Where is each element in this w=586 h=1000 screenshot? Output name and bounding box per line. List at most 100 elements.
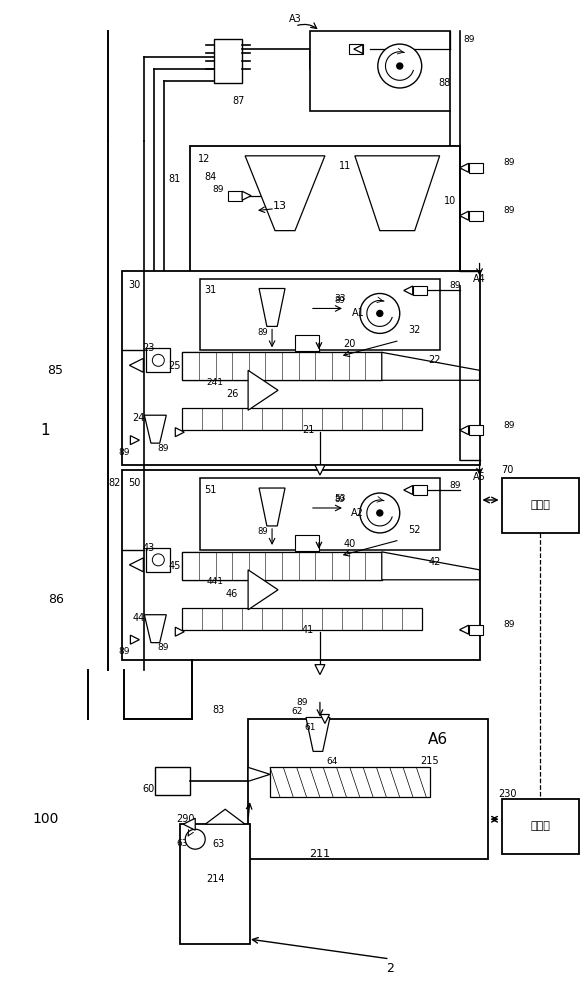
Text: 21: 21 (302, 425, 314, 435)
Polygon shape (315, 465, 325, 475)
Polygon shape (175, 627, 184, 636)
Polygon shape (404, 286, 413, 295)
Polygon shape (130, 358, 144, 372)
Bar (469, 625, 482, 635)
Text: 89: 89 (158, 444, 169, 453)
Text: 12: 12 (198, 154, 210, 164)
Polygon shape (404, 486, 413, 495)
Text: 50: 50 (128, 478, 141, 488)
Bar (155, 767, 190, 795)
Text: 61: 61 (304, 723, 316, 732)
Text: 89: 89 (450, 281, 461, 290)
Polygon shape (182, 352, 382, 380)
Text: 53: 53 (334, 494, 346, 503)
Circle shape (185, 829, 205, 849)
Polygon shape (248, 767, 270, 781)
Polygon shape (130, 558, 144, 572)
Polygon shape (131, 635, 139, 644)
Bar (146, 548, 171, 572)
Bar (248, 719, 488, 859)
Text: 30: 30 (128, 280, 141, 290)
Bar (502, 478, 580, 533)
Text: 89: 89 (258, 527, 268, 536)
Polygon shape (459, 426, 469, 435)
Text: 89: 89 (504, 620, 515, 629)
Text: 31: 31 (204, 285, 216, 295)
Bar (146, 348, 171, 372)
Polygon shape (459, 625, 469, 634)
Text: 215: 215 (420, 756, 439, 766)
Text: 制御部: 制御部 (530, 500, 550, 510)
Text: 89: 89 (504, 206, 515, 215)
Text: 85: 85 (47, 364, 63, 377)
Polygon shape (248, 570, 278, 610)
Text: 32: 32 (408, 325, 421, 335)
Bar (469, 211, 482, 221)
Text: 88: 88 (438, 78, 451, 88)
Polygon shape (182, 552, 382, 580)
Bar (469, 163, 482, 173)
Text: 89: 89 (213, 185, 224, 194)
Text: 41: 41 (302, 625, 314, 635)
Text: 89: 89 (335, 296, 345, 305)
Polygon shape (459, 211, 469, 220)
Text: 631: 631 (176, 839, 194, 848)
Text: 81: 81 (168, 174, 180, 184)
Text: A4: A4 (473, 274, 486, 284)
Text: 441: 441 (207, 577, 224, 586)
Text: 26: 26 (226, 389, 239, 399)
Circle shape (152, 354, 164, 366)
Text: 89: 89 (297, 698, 308, 707)
Text: 83: 83 (212, 705, 224, 715)
Text: 62: 62 (291, 707, 303, 716)
Bar (122, 470, 479, 660)
Text: 89: 89 (335, 495, 345, 504)
Bar (182, 608, 422, 630)
Polygon shape (306, 717, 330, 751)
Bar (190, 146, 459, 286)
Polygon shape (242, 191, 251, 200)
Polygon shape (175, 428, 184, 437)
Text: 46: 46 (226, 589, 239, 599)
Polygon shape (259, 488, 285, 526)
Polygon shape (248, 370, 278, 410)
Circle shape (360, 293, 400, 333)
Text: A6: A6 (428, 732, 448, 747)
Bar (310, 31, 449, 111)
Polygon shape (245, 156, 325, 231)
Polygon shape (382, 352, 479, 380)
Text: 89: 89 (464, 35, 475, 44)
Circle shape (377, 510, 383, 516)
Text: 100: 100 (32, 812, 59, 826)
Text: 290: 290 (176, 814, 195, 824)
Bar (349, 44, 363, 54)
Polygon shape (354, 45, 363, 54)
Polygon shape (131, 436, 139, 445)
Bar (413, 286, 427, 295)
Polygon shape (382, 552, 479, 580)
Text: 制御部: 制御部 (530, 821, 550, 831)
Text: 33: 33 (334, 294, 346, 303)
Text: 63: 63 (212, 839, 224, 849)
Text: 89: 89 (258, 328, 268, 337)
Text: 89: 89 (504, 158, 515, 167)
Bar (295, 535, 319, 551)
Polygon shape (144, 615, 166, 643)
Polygon shape (205, 809, 245, 824)
Bar (122, 271, 479, 465)
Text: 82: 82 (108, 478, 121, 488)
Text: 89: 89 (118, 647, 130, 656)
Text: 25: 25 (168, 361, 180, 371)
Bar (502, 799, 580, 854)
Bar (182, 352, 382, 380)
Text: A3: A3 (289, 14, 301, 24)
Text: 10: 10 (444, 196, 456, 206)
Text: 2: 2 (386, 962, 394, 975)
Bar (413, 485, 427, 495)
Polygon shape (183, 818, 195, 830)
Text: 44: 44 (132, 613, 145, 623)
Text: A2: A2 (352, 508, 364, 518)
Bar (295, 335, 319, 351)
Bar (180, 824, 250, 944)
Bar (200, 279, 440, 350)
